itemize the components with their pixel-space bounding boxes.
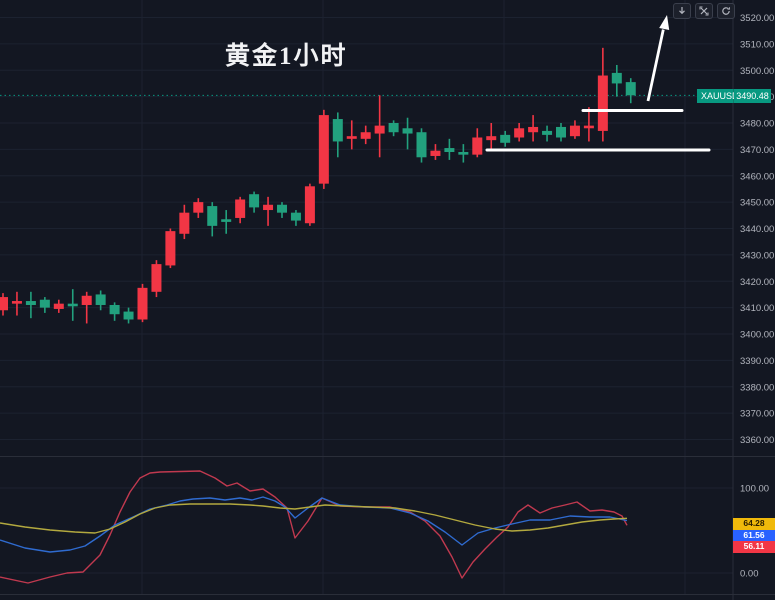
candle-up <box>472 137 483 155</box>
indicator-tick-label: 100.00 <box>740 484 769 495</box>
price-tick-label: 3360.00 <box>740 435 774 446</box>
download-button[interactable] <box>673 3 691 19</box>
axis-labels[interactable]: 3520.003510.003500.003490.003480.003470.… <box>740 13 774 580</box>
price-tick-label: 3380.00 <box>740 382 774 393</box>
candle-up <box>318 115 329 184</box>
symbol-badge: XAUUSD <box>697 89 739 103</box>
candle-down <box>249 194 260 208</box>
price-tick-label: 3370.00 <box>740 409 774 420</box>
indicator-lines <box>0 470 628 584</box>
price-tick-label: 3400.00 <box>740 330 774 341</box>
candle-down <box>542 130 553 135</box>
candle-down <box>39 299 50 308</box>
candle-down <box>67 303 78 307</box>
candle-up <box>263 204 274 211</box>
arrow-down-icon <box>677 6 687 16</box>
circular-arrows-icon <box>721 6 731 16</box>
indicator-value-badge-yellow: 64.28 <box>733 518 775 530</box>
up-arrow-shaft[interactable] <box>646 29 665 102</box>
candle-down <box>277 204 287 213</box>
price-tick-label: 3450.00 <box>740 198 774 209</box>
candle-down <box>611 72 622 84</box>
candle-up <box>569 125 580 137</box>
maximize-button[interactable] <box>695 3 713 19</box>
candle-down <box>123 311 134 320</box>
candle-up <box>235 199 246 218</box>
candle-down <box>388 123 399 133</box>
candle-up <box>360 132 371 139</box>
candle-down <box>625 82 636 96</box>
candle-up <box>81 295 92 305</box>
candle-up <box>583 125 594 129</box>
candle-up <box>151 264 162 292</box>
candle-down <box>556 126 566 138</box>
price-tick-label: 3480.00 <box>740 119 774 130</box>
candle-up <box>193 202 204 213</box>
price-tick-label: 3510.00 <box>740 39 774 50</box>
mid-line <box>0 496 628 553</box>
candle-up <box>486 136 497 141</box>
refresh-button[interactable] <box>717 3 735 19</box>
price-tick-label: 3420.00 <box>740 277 774 288</box>
last-price-value: 3490.48 <box>734 89 771 103</box>
candle-up <box>137 287 148 320</box>
candle-up <box>597 75 608 131</box>
slow-line <box>0 503 628 534</box>
candle-down <box>25 301 36 305</box>
candle-down <box>500 134 511 143</box>
candle-up <box>53 303 64 309</box>
price-tick-label: 3460.00 <box>740 171 774 182</box>
last-price-label: XAUUSD 3490.48 <box>697 89 771 103</box>
candle-down <box>221 219 232 222</box>
candle-down <box>207 206 218 226</box>
candle-down <box>332 119 343 142</box>
up-arrow-head[interactable] <box>659 15 670 30</box>
candle-down <box>402 128 413 134</box>
candle-down <box>290 212 301 221</box>
candle-up <box>11 301 22 304</box>
price-tick-label: 3500.00 <box>740 66 774 77</box>
indicator-value-badge-blue: 61.56 <box>733 529 775 541</box>
price-tick-label: 3430.00 <box>740 250 774 261</box>
drawing-annotations[interactable] <box>485 15 711 152</box>
price-tick-label: 3390.00 <box>740 356 774 367</box>
price-tick-label: 3410.00 <box>740 303 774 314</box>
candle-up <box>179 212 190 234</box>
indicator-value-badge-red: 56.11 <box>733 541 775 553</box>
candle-up <box>346 136 357 139</box>
candle-up <box>304 186 315 224</box>
candle-down <box>95 294 106 305</box>
price-tick-label: 3440.00 <box>740 224 774 235</box>
expand-arrows-icon <box>699 6 709 16</box>
price-tick-label: 3520.00 <box>740 13 774 24</box>
candlestick-series <box>0 47 636 324</box>
candle-up <box>514 128 525 138</box>
price-tick-label: 3470.00 <box>740 145 774 156</box>
chart-toolbar <box>673 3 735 19</box>
indicator-tick-label: 0.00 <box>740 569 759 580</box>
candle-down <box>444 148 455 153</box>
candle-up <box>430 150 441 156</box>
candle-up <box>528 126 539 133</box>
candle-down <box>109 304 120 315</box>
candle-down <box>458 152 469 155</box>
candle-down <box>416 132 427 158</box>
candle-up <box>165 231 176 266</box>
candle-up <box>0 297 8 311</box>
candle-up <box>374 125 385 134</box>
chart-title: 黄金1小时 <box>225 43 348 70</box>
